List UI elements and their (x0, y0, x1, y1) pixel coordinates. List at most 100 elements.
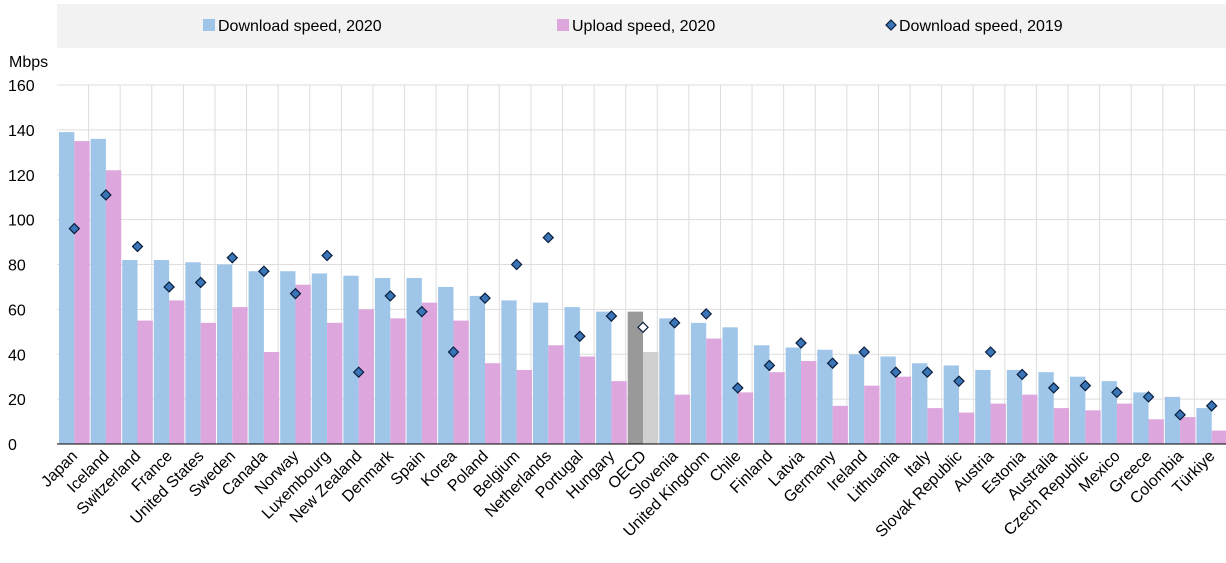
bar-download-2020 (501, 300, 517, 444)
marker-download-2019 (731, 382, 744, 394)
bar-upload-2020 (516, 369, 532, 444)
bar-download-2020 (659, 318, 675, 444)
bar-upload-2020 (927, 408, 943, 444)
bar-download-2020 (90, 138, 106, 444)
marker-download-2019 (479, 292, 491, 305)
marker-download-2019 (668, 316, 681, 329)
bar-download-2020 (153, 260, 170, 444)
bar-upload-2020 (769, 372, 785, 444)
marker-download-2019 (573, 330, 586, 343)
marker-download-2019 (605, 310, 618, 322)
legend-label: Download speed, 2020 (218, 18, 382, 35)
bar-upload-2020 (263, 352, 280, 444)
bar-download-2020 (880, 356, 896, 444)
marker-download-2019 (289, 287, 302, 300)
y-tick-label: 40 (8, 347, 26, 364)
bar-download-2020 (469, 295, 486, 444)
bar-download-2020 (785, 347, 801, 444)
bar-download-2020 (754, 345, 770, 444)
bar-download-2020 (596, 311, 612, 444)
bar-upload-2020 (453, 320, 469, 444)
marker-download-2019 (542, 231, 555, 244)
bar-download-2020 (59, 132, 75, 444)
bar-upload-2020 (295, 284, 311, 444)
marker-download-2019 (795, 337, 807, 349)
bar-download-2020 (817, 349, 833, 444)
bar-download-2020 (848, 354, 865, 444)
marker-download-2019 (68, 222, 81, 235)
bar-upload-2020 (485, 363, 501, 444)
bar-download-2020 (1101, 381, 1117, 444)
bar-upload-2020 (958, 412, 975, 444)
y-tick-label: 140 (8, 123, 35, 140)
bar-upload-2020 (548, 345, 564, 444)
bar-download-2020 (216, 264, 233, 444)
bar-upload-2020 (674, 394, 690, 444)
marker-download-2019 (100, 189, 112, 201)
bar-upload-2020 (1022, 394, 1038, 444)
bar-download-2020 (532, 302, 549, 444)
bar-download-2020 (122, 260, 138, 444)
markers (68, 189, 1218, 421)
bar-upload-2020 (421, 302, 438, 444)
bars (59, 132, 1226, 444)
bar-upload-2020 (1211, 430, 1226, 444)
y-tick-label: 160 (8, 78, 35, 95)
bar-upload-2020 (1053, 408, 1070, 444)
legend-label: Upload speed, 2020 (572, 18, 715, 35)
bar-download-2020 (438, 286, 454, 444)
bar-upload-2020 (990, 403, 1006, 444)
bar-download-2020 (248, 271, 264, 444)
marker-download-2019 (1205, 400, 1218, 412)
bar-upload-2020 (643, 352, 659, 444)
marker-download-2019 (321, 249, 333, 262)
marker-download-2019 (1174, 408, 1186, 421)
y-tick-label: 80 (8, 258, 26, 275)
marker-download-2019 (858, 346, 871, 358)
bar-download-2020 (975, 369, 991, 444)
bar-download-2020 (1164, 396, 1181, 444)
marker-download-2019 (889, 366, 902, 379)
marker-download-2019 (984, 346, 997, 358)
bar-upload-2020 (864, 385, 880, 444)
bar-upload-2020 (74, 141, 90, 444)
y-tick-label: 20 (8, 392, 26, 409)
legend-box (57, 4, 1226, 48)
bar-upload-2020 (232, 307, 248, 444)
marker-download-2019 (1047, 382, 1060, 394)
bar-upload-2020 (1116, 403, 1133, 444)
bar-upload-2020 (358, 309, 374, 444)
legend: Download speed, 2020 Upload speed, 2020 Do… (203, 18, 1063, 35)
marker-download-2019 (194, 276, 207, 289)
bar-upload-2020 (611, 381, 627, 444)
marker-download-2019 (953, 375, 965, 388)
marker-download-2019 (384, 290, 397, 302)
marker-download-2019 (921, 366, 934, 379)
bar-upload-2020 (800, 360, 817, 444)
marker-download-2019 (510, 258, 523, 271)
marker-download-2019 (826, 357, 839, 370)
bar-upload-2020 (737, 392, 754, 444)
bar-download-2020 (722, 327, 738, 444)
bar-download-2020 (311, 273, 328, 444)
marker-download-2019 (1111, 386, 1123, 399)
y-tick-label: 0 (8, 437, 17, 454)
y-tick-label: 100 (8, 213, 35, 230)
marker-download-2019 (1079, 379, 1092, 392)
bar-upload-2020 (200, 322, 217, 444)
bar-upload-2020 (169, 300, 185, 444)
marker-download-2019 (1016, 368, 1029, 381)
marker-download-2019 (163, 281, 175, 293)
y-axis-unit-label: Mbps (9, 54, 48, 71)
bar-upload-2020 (1148, 419, 1164, 444)
bar-upload-2020 (706, 338, 722, 444)
bar-upload-2020 (579, 356, 596, 444)
marker-download-2019 (352, 366, 365, 379)
bar-download-2020 (943, 365, 959, 444)
bar-download-2020 (343, 275, 359, 444)
marker-download-2019 (637, 321, 649, 334)
marker-download-2019 (416, 305, 428, 318)
